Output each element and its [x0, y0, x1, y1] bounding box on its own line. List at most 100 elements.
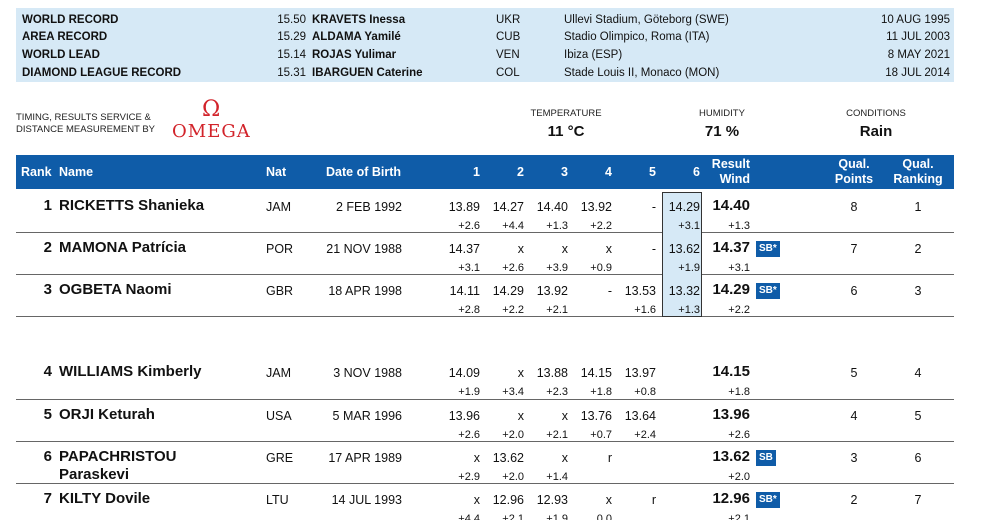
- header-attempt-2: 2: [517, 165, 524, 179]
- table-row: 5 ORJI Keturah USA 5 MAR 1996 13.96 +2.6 x +2.0…: [16, 400, 954, 442]
- attempt-2-wind: +2.0: [502, 429, 524, 441]
- timing-line-1: TIMING, RESULTS SERVICE &: [16, 112, 151, 123]
- qual-points: 4: [850, 409, 858, 423]
- omega-wordmark: OMEGA: [172, 121, 251, 142]
- attempt-4-mark: -: [607, 284, 612, 298]
- athlete-dob: 2 FEB 1992: [335, 200, 402, 214]
- attempt-6-mark: 14.29: [668, 200, 700, 214]
- header-attempt-5: 5: [649, 165, 656, 179]
- attempt-5-mark: r: [651, 493, 656, 507]
- record-venue: Stadio Olimpico, Roma (ITA): [564, 31, 710, 43]
- athlete-result-wind: +2.2: [728, 304, 750, 316]
- records-box: WORLD RECORD 15.50 KRAVETS Inessa UKR Ullevi…: [16, 8, 954, 82]
- attempt-5-mark: -: [651, 200, 656, 214]
- record-row: DIAMOND LEAGUE RECORD 15.31 IBARGUEN Cater…: [16, 64, 954, 82]
- athlete-dob: 5 MAR 1996: [332, 409, 402, 423]
- record-row: WORLD RECORD 15.50 KRAVETS Inessa UKR Ullevi…: [16, 11, 954, 29]
- omega-logo: Ω OMEGA: [166, 98, 266, 148]
- attempt-2-mark: 13.62: [492, 451, 524, 465]
- attempt-1-mark: 14.11: [449, 284, 480, 298]
- attempt-3-mark: x: [561, 242, 568, 256]
- record-venue: Ullevi Stadium, Göteborg (SWE): [564, 14, 729, 26]
- attempt-1-wind: +2.6: [458, 429, 480, 441]
- athlete-nat: JAM: [266, 366, 291, 380]
- attempt-1-mark: 14.37: [448, 242, 480, 256]
- header-qual-points: Qual. Points: [828, 157, 880, 187]
- attempt-3-wind: +1.3: [546, 220, 568, 232]
- header-rank: Rank: [21, 165, 52, 179]
- header-qual-points-line1: Qual.: [838, 157, 870, 171]
- qual-ranking: 2: [914, 242, 922, 256]
- best-attempt-highlight: [662, 275, 702, 317]
- record-date: 18 JUL 2014: [885, 67, 950, 79]
- athlete-dob: 14 JUL 1993: [331, 493, 402, 507]
- attempt-6-wind: +1.9: [678, 262, 700, 274]
- attempt-5-wind: +2.4: [634, 429, 656, 441]
- athlete-result: 13.96: [712, 406, 750, 423]
- attempt-3-mark: x: [561, 451, 568, 465]
- athlete-rank: 3: [43, 281, 52, 298]
- attempt-2-wind: +2.0: [502, 471, 524, 483]
- omega-symbol-icon: Ω: [202, 97, 221, 122]
- attempt-3-wind: +2.3: [546, 386, 568, 398]
- athlete-nat: POR: [266, 242, 294, 256]
- attempt-4-wind: +2.2: [590, 220, 612, 232]
- athlete-nat: GRE: [266, 451, 294, 465]
- table-row: 6 PAPACHRISTOU Paraskevi GRE 17 APR 1989 x +2.…: [16, 442, 954, 484]
- athlete-dob: 21 NOV 1988: [326, 242, 402, 256]
- attempt-4-mark: 13.92: [580, 200, 612, 214]
- athlete-nat: USA: [266, 409, 292, 423]
- attempt-2-wind: +4.4: [502, 220, 524, 232]
- results-table-header: Rank Name Nat Date of Birth 1 2 3 4 5 6 …: [16, 155, 954, 189]
- record-label: AREA RECORD: [22, 31, 108, 43]
- header-name: Name: [59, 165, 94, 179]
- humidity-value: 71 %: [704, 123, 740, 140]
- attempt-5-mark: 13.64: [624, 409, 656, 423]
- qual-points: 8: [850, 200, 858, 214]
- conditions-value: Rain: [859, 123, 893, 140]
- season-best-badge: SB*: [756, 283, 780, 299]
- attempt-1-wind: +2.6: [458, 220, 480, 232]
- attempt-4-wind: +0.7: [590, 429, 612, 441]
- record-venue: Ibiza (ESP): [564, 49, 623, 61]
- qual-ranking: 7: [914, 493, 922, 507]
- athlete-name: WILLIAMS Kimberly: [59, 363, 202, 380]
- record-mark: 15.31: [277, 67, 306, 79]
- best-attempt-highlight: [662, 233, 702, 275]
- athlete-name: PAPACHRISTOU: [59, 448, 177, 465]
- attempt-6-mark: 13.32: [668, 284, 700, 298]
- athlete-rank: 1: [43, 197, 52, 214]
- attempt-2-wind: +3.4: [502, 386, 524, 398]
- attempt-1-wind: +2.8: [458, 304, 480, 316]
- attempt-1-wind: +1.9: [458, 386, 480, 398]
- attempt-1-mark: x: [473, 451, 480, 465]
- athlete-name: ORJI Keturah: [59, 406, 155, 423]
- qual-ranking: 4: [914, 366, 922, 380]
- athlete-rank: 2: [43, 239, 52, 256]
- athlete-dob: 17 APR 1989: [328, 451, 402, 465]
- attempt-6-wind: +3.1: [678, 220, 700, 232]
- attempt-3-mark: x: [561, 409, 568, 423]
- attempt-2-mark: 12.96: [492, 493, 524, 507]
- record-label: WORLD RECORD: [22, 14, 119, 26]
- record-holder: KRAVETS Inessa: [312, 14, 406, 26]
- athlete-nat: GBR: [266, 284, 294, 298]
- attempt-6-mark: 13.62: [668, 242, 700, 256]
- athlete-dob: 3 NOV 1988: [333, 366, 402, 380]
- athlete-name: KILTY Dovile: [59, 490, 151, 507]
- attempt-3-mark: 14.40: [536, 200, 568, 214]
- qual-ranking: 5: [914, 409, 922, 423]
- attempt-1-mark: 13.96: [448, 409, 480, 423]
- record-nat: CUB: [496, 31, 521, 43]
- record-nat: VEN: [496, 49, 520, 61]
- record-venue: Stade Louis II, Monaco (MON): [564, 67, 720, 79]
- record-date: 10 AUG 1995: [880, 14, 950, 26]
- qual-points: 2: [850, 493, 858, 507]
- qual-ranking: 6: [914, 451, 922, 465]
- timing-credit: TIMING, RESULTS SERVICE & DISTANCE MEASU…: [16, 112, 176, 136]
- athlete-rank: 7: [43, 490, 52, 507]
- header-attempt-6: 6: [693, 165, 700, 179]
- athlete-result-wind: +3.1: [728, 262, 750, 274]
- attempt-5-mark: 13.53: [624, 284, 656, 298]
- season-best-badge: SB*: [756, 241, 780, 257]
